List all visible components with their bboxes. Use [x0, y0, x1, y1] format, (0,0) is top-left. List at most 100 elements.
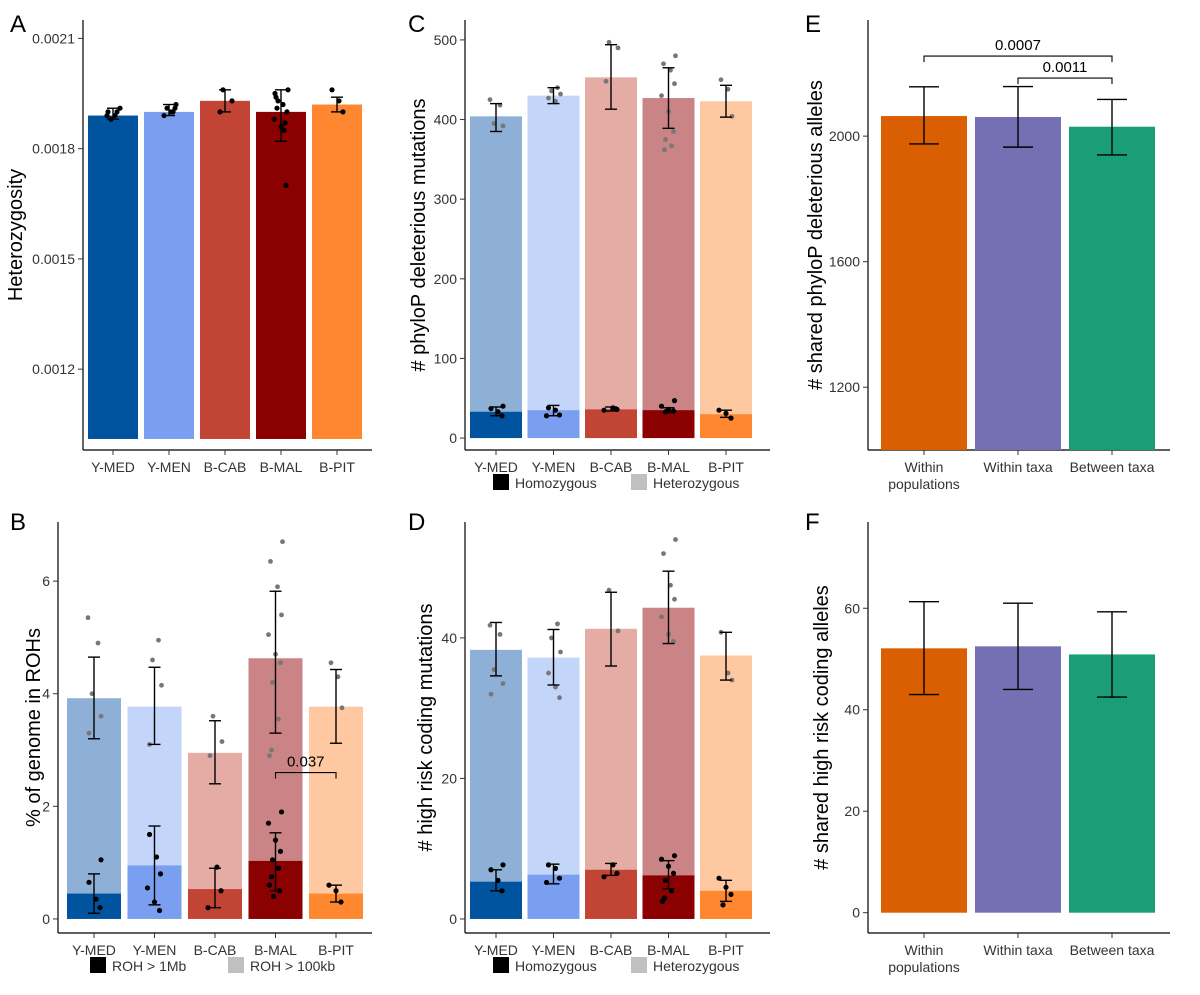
data-point-total — [546, 95, 551, 101]
x-tick-label: B-CAB — [590, 459, 633, 475]
data-point-total — [339, 705, 345, 711]
data-point-total — [89, 691, 95, 697]
data-point-total — [725, 86, 731, 92]
data-point-homozygous — [277, 848, 284, 854]
data-point-homozygous — [662, 409, 669, 415]
data-point-total — [500, 123, 506, 129]
bracket-line — [923, 55, 1113, 63]
data-point-total — [668, 67, 673, 73]
x-tick-label: B-MAL — [254, 942, 297, 958]
error-bar-total — [605, 591, 617, 667]
panel-a-chart: 0.0012 0.0015 0.0018 0.0021 Heterozygosity Y-… — [5, 20, 372, 475]
error-bar-homozygous — [547, 404, 560, 417]
data-point-homozygous — [670, 870, 677, 876]
data-point — [329, 87, 335, 93]
y-tick-label: 4 — [42, 686, 50, 702]
data-point-total — [672, 596, 677, 602]
data-point-total — [487, 97, 493, 103]
data-point-total — [269, 747, 274, 753]
error-bar-total — [662, 67, 675, 129]
data-point — [274, 105, 280, 111]
data-point-total — [673, 537, 678, 542]
bar — [200, 100, 250, 439]
error-bar-homozygous — [605, 862, 617, 877]
bar-homozygous — [700, 414, 752, 439]
data-point-total — [725, 670, 731, 676]
bar-total — [585, 77, 637, 439]
x-tick-label: Within populations — [888, 942, 960, 975]
error-bar-total — [662, 570, 675, 645]
x-tick-label: B-CAB — [590, 942, 633, 958]
legend: Homozygous Heterozygous — [493, 957, 739, 974]
y-tick-label: 40 — [441, 630, 457, 646]
data-point-total — [729, 113, 735, 119]
x-tick-label: Between taxa — [1070, 459, 1155, 475]
data-point-total — [488, 691, 494, 697]
x-tick-label: B-PIT — [708, 459, 744, 475]
data-point-total — [85, 615, 91, 621]
data-point-total — [669, 143, 674, 149]
data-point-total — [671, 639, 676, 644]
data-point-homozygous — [556, 412, 563, 418]
data-point-homozygous — [98, 857, 104, 863]
bar — [975, 646, 1061, 913]
y-tick-label: 400 — [434, 112, 458, 128]
x-tick-label: B-PIT — [319, 459, 355, 475]
bar — [256, 111, 306, 439]
error-bar — [219, 89, 231, 113]
data-point-total — [278, 660, 283, 666]
data-point — [336, 98, 342, 104]
y-axis-title: # shared high risk coding alleles — [811, 585, 833, 870]
bar-total — [700, 655, 752, 919]
error-bar-total — [605, 43, 617, 110]
x-tick-label: B-PIT — [318, 942, 354, 958]
error-bar — [1097, 98, 1127, 156]
data-point — [164, 105, 170, 111]
data-point-total — [491, 121, 497, 126]
legend-swatch-dark — [493, 474, 509, 490]
legend-label: Heterozygous — [653, 475, 739, 491]
data-point — [105, 109, 111, 115]
error-bar-total — [88, 656, 100, 740]
y-tick-label: 6 — [42, 573, 50, 589]
data-point-total — [267, 753, 272, 759]
panel-e-chart: 1200 1600 2000# shared phyloP deleterious … — [805, 20, 1170, 492]
x-tick-label: B-CAB — [204, 459, 247, 475]
y-tick-label: 2 — [42, 798, 50, 814]
error-bar-homozygous — [720, 409, 732, 419]
p-value-label: 0.0011 — [1043, 59, 1088, 76]
error-bar-total — [209, 720, 221, 785]
data-point-total — [328, 660, 334, 666]
data-point-homozygous — [144, 885, 151, 891]
y-tick-label: 20 — [844, 803, 860, 819]
error-bar-total — [330, 668, 342, 744]
data-point-homozygous — [265, 820, 272, 826]
data-point-total — [98, 713, 104, 719]
data-point-homozygous — [545, 405, 552, 411]
x-tick-label: Y-MED — [474, 942, 518, 958]
data-point — [117, 105, 123, 111]
error-bar-total — [148, 666, 161, 746]
x-tick-label-line: populations — [888, 959, 960, 975]
data-point-total — [156, 637, 161, 643]
panel-label-a: A — [10, 11, 26, 38]
legend: ROH > 1Mb ROH > 100kb — [90, 957, 335, 974]
data-point-total — [270, 680, 275, 685]
panel-f-chart: 0 20 40 60 # shared high risk coding alleles… — [811, 522, 1170, 975]
data-point-homozygous — [728, 891, 734, 897]
data-point-homozygous — [97, 905, 103, 911]
x-tick-label: B-PIT — [708, 942, 744, 958]
bar-total — [700, 101, 752, 439]
error-bar-total — [720, 84, 732, 118]
data-point-homozygous — [543, 413, 550, 419]
data-point-homozygous — [728, 415, 734, 421]
data-point-total — [659, 614, 664, 620]
data-point-homozygous — [500, 403, 506, 409]
bar-homozygous — [585, 869, 637, 919]
legend-label: ROH > 100kb — [250, 958, 335, 974]
error-bar-total — [490, 621, 502, 677]
data-point-homozygous — [495, 877, 501, 883]
y-tick-label: 40 — [844, 702, 860, 718]
data-point-homozygous — [720, 902, 726, 908]
